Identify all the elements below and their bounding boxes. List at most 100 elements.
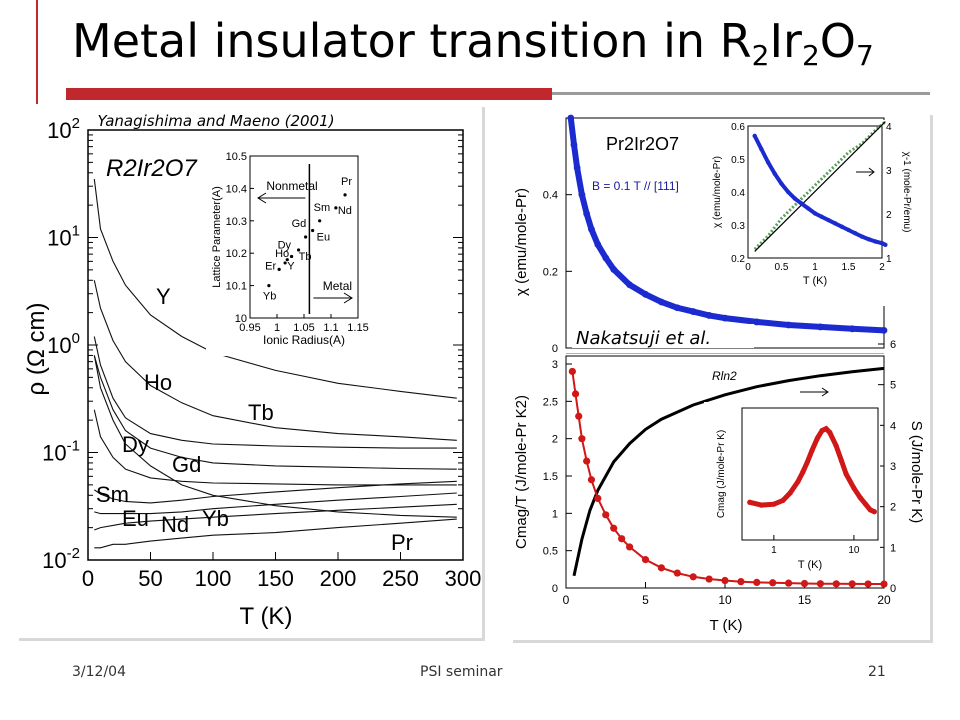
inset-point-label-pr: Pr xyxy=(341,176,352,188)
top-inset-right-axis-label: χ-1 (mole-Pr/emu) xyxy=(901,152,912,233)
cmag-point xyxy=(721,576,729,585)
inset-y-tick-label: 10.5 xyxy=(226,151,247,163)
inset-x-tick-label: 1 xyxy=(274,322,280,334)
inset-cmag-point xyxy=(809,447,815,454)
cmag-point xyxy=(689,573,697,581)
series-label-y: Y xyxy=(156,284,171,309)
inset-point-label-sm: Sm xyxy=(314,202,331,214)
inset-point-eu xyxy=(311,228,315,233)
series-label-yb: Yb xyxy=(202,506,229,531)
top-inset-x-tick-label: 0 xyxy=(745,262,751,273)
inset-chi-point xyxy=(779,181,784,186)
inset-cmag-point xyxy=(833,443,839,449)
top-inset-y-tick-label: 0.2 xyxy=(731,254,745,265)
bottom-y-tick-label: 2.5 xyxy=(543,396,558,408)
series-label-nd: Nd xyxy=(161,512,189,537)
bottom-x-tick-label: 5 xyxy=(642,593,649,607)
series-label-eu: Eu xyxy=(122,506,149,531)
inset-y-tick-label: 10.1 xyxy=(226,281,247,293)
cmag-point xyxy=(594,494,602,502)
inset-point-label-tb: Tb xyxy=(299,251,312,263)
inset-metal-label: Metal xyxy=(323,279,352,293)
citation-label: Yanagishima and Maeno (2001) xyxy=(97,112,334,130)
series-line-gd xyxy=(93,409,457,486)
bottom-y-tick-label: 1.5 xyxy=(543,471,558,483)
entropy-curve xyxy=(572,366,885,577)
title-underline-accent xyxy=(66,88,552,100)
inset-chi-point xyxy=(879,240,885,246)
inset-metal-arrow xyxy=(313,292,353,304)
inset-chi-point xyxy=(819,214,824,219)
inset-chi-point xyxy=(752,133,757,139)
cmag-point xyxy=(832,580,840,588)
cmag-point xyxy=(641,556,650,564)
x-tick-label: 250 xyxy=(382,566,419,591)
bottom-inset-x-tick-label: 10 xyxy=(848,545,860,556)
top-field-label: B = 0.1 T // [111] xyxy=(592,179,679,193)
top-compound-label: Pr2Ir2O7 xyxy=(606,134,679,154)
inset-chi-point xyxy=(859,234,865,239)
cmag-point xyxy=(578,435,586,443)
bottom-x-tick-label: 0 xyxy=(563,593,570,607)
top-inset-x-tick-label: 0.5 xyxy=(775,262,789,273)
inset-nonmetal-arrow xyxy=(257,192,306,204)
inset-cmag-point xyxy=(827,429,833,436)
inset-chi-point xyxy=(866,236,871,242)
top-inset-y-tick-label: 0.3 xyxy=(731,221,745,232)
series-label-ho: Ho xyxy=(144,370,172,395)
inset-cmag-point xyxy=(771,501,777,507)
bottom-inset-frame xyxy=(741,407,879,541)
series-line-ho xyxy=(93,280,457,441)
inset-point-label-ho: Ho xyxy=(275,248,289,260)
title-underline-rule xyxy=(552,92,930,95)
cmag-point xyxy=(769,579,777,587)
bottom-right-axis-label: S (J/mole-Pr K) xyxy=(908,421,925,524)
inset-point-pr xyxy=(343,193,347,197)
top-inset-x-tick-label: 1.5 xyxy=(842,262,856,273)
inset-chi-point xyxy=(806,206,811,211)
cmag-point xyxy=(880,580,888,588)
top-inset-x-tick-label: 1 xyxy=(812,262,818,273)
citation-label-2: Nakatsuji et al. xyxy=(576,328,711,349)
inset-point-label-eu: Eu xyxy=(317,232,330,244)
series-label-sm: Sm xyxy=(96,482,129,507)
y-tick-label: 10-1 xyxy=(42,438,80,466)
series-line-yb xyxy=(93,355,457,518)
inset-point-label-nd: Nd xyxy=(338,205,352,217)
inset-point-nd xyxy=(334,206,338,210)
top-inset-frame xyxy=(747,125,883,259)
inverse-chi-curve xyxy=(753,120,887,251)
series-line-nd xyxy=(94,503,457,531)
inset-point-ho xyxy=(283,261,287,265)
top-inset-right-tick-label: 2 xyxy=(886,210,892,221)
top-y-tick-label: 0.2 xyxy=(543,266,558,278)
inset-point-er xyxy=(277,267,281,271)
bottom-right-tick-label: 2 xyxy=(890,502,896,514)
inset-point-gd xyxy=(304,235,308,239)
bottom-x-tick-label: 15 xyxy=(798,593,812,607)
inset-y-tick-label: 10.2 xyxy=(226,248,247,260)
bottom-y-tick-label: 1 xyxy=(552,508,558,520)
y-axis-label: ρ (Ω cm) xyxy=(23,303,50,396)
inset-chi-point xyxy=(812,211,818,216)
x-tick-label: 150 xyxy=(257,566,294,591)
cmag-point xyxy=(587,476,596,484)
bottom-y-tick-label: 0 xyxy=(552,583,558,595)
susceptibility-heat-figure-panel: 0 0.2 0.4 χ (emu/mole-Pr) Pr2Ir2O7 B = 0.1 T … xyxy=(510,112,930,640)
series-line-tb xyxy=(93,336,457,449)
bottom-inset-y-axis-label: Cmag (J/mole-Pr K) xyxy=(716,430,727,518)
credit-background xyxy=(572,324,754,348)
slide-title: Metal insulator transition in R2Ir2O7 xyxy=(72,14,874,72)
x-tick-label: 200 xyxy=(320,566,357,591)
inset-chi-point xyxy=(786,189,791,195)
cmag-point xyxy=(626,543,634,551)
cmag-point xyxy=(657,564,665,572)
series-line-pr xyxy=(94,518,457,549)
cmag-point xyxy=(602,511,610,519)
cmag-point xyxy=(864,580,872,588)
cmag-point xyxy=(568,367,576,376)
x-tick-label: 0 xyxy=(82,566,94,591)
inset-cmag-point xyxy=(843,471,849,477)
inset-x-tick-label: 0.95 xyxy=(239,322,260,334)
